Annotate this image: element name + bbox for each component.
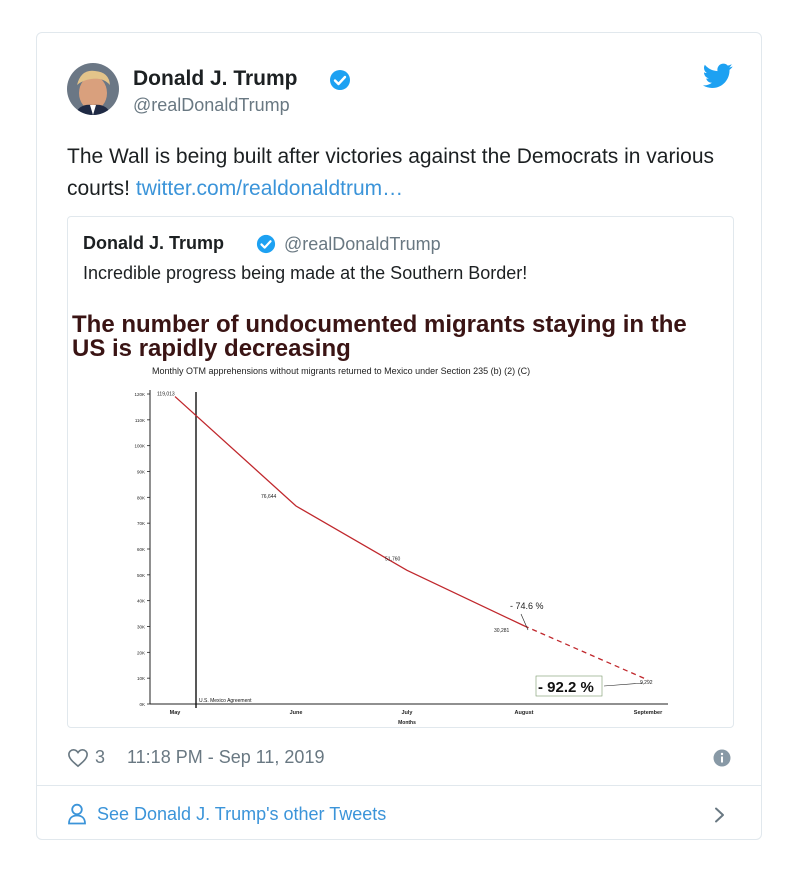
tweet-link[interactable]: twitter.com/realdonaldtrum… (135, 177, 404, 200)
y-tick-label: 120K (134, 392, 145, 397)
annotation-pct-92: - 92.2 % (538, 679, 594, 696)
quoted-author-name[interactable]: Donald J. Trump (83, 233, 225, 253)
author-name[interactable]: Donald J. Trump (133, 67, 298, 90)
annotation-pointer (603, 682, 644, 687)
quoted-author-handle[interactable]: @realDonaldTrump (284, 234, 441, 254)
x-tick-label: July (401, 710, 413, 716)
chart-title-line-1: The number of undocumented migrants stay… (72, 311, 687, 338)
x-tick-label: May (170, 710, 182, 716)
x-tick-label: June (290, 710, 303, 716)
author-handle[interactable]: @realDonaldTrump (133, 95, 290, 115)
quoted-text: Incredible progress being made at the So… (83, 263, 528, 283)
migrant-chart[interactable]: The number of undocumented migrants stay… (68, 300, 734, 728)
twitter-bird-icon[interactable] (703, 63, 733, 89)
divider (37, 785, 761, 786)
avatar[interactable] (67, 63, 119, 115)
chart-title-line-2: US is rapidly decreasing (72, 335, 351, 362)
y-tick-label: 0K (139, 702, 145, 707)
data-label: 51,760 (385, 556, 401, 562)
info-icon[interactable] (713, 749, 731, 767)
y-tick-label: 20K (137, 650, 145, 655)
chart-marks: U.S. Mexico Agreement 119,013 76,644 51,760… (157, 392, 653, 708)
tweet-card: Donald J. Trump @realDonaldTrump The Wal… (36, 32, 762, 840)
annotation-pct-74: - 74.6 % (510, 601, 544, 611)
x-tick-label: August (515, 710, 534, 716)
x-axis-label: Months (398, 720, 416, 726)
y-tick-label: 60K (137, 547, 145, 552)
data-label: 9,292 (640, 680, 653, 686)
chart-axes: 0K 10K 20K 30K 40K 50K 60K 70K 80K 90K 100K 110K 120… (134, 390, 668, 726)
chart-subtitle: Monthly OTM apprehensions without migran… (152, 366, 530, 376)
y-tick-label: 80K (137, 495, 145, 500)
series-line-projection (523, 625, 649, 681)
y-tick-label: 30K (137, 625, 145, 630)
other-tweets-label[interactable]: See Donald J. Trump's other Tweets (97, 804, 387, 824)
chevron-right-icon[interactable] (713, 807, 727, 823)
y-tick-label: 10K (137, 676, 145, 681)
y-tick-label: 90K (137, 470, 145, 475)
x-tick-label: September (634, 710, 663, 716)
data-label: 76,644 (261, 494, 277, 500)
data-label: 30,281 (494, 628, 510, 634)
like-count[interactable]: 3 (95, 747, 106, 767)
data-label: 119,013 (157, 392, 175, 398)
annotation-pointer (520, 613, 529, 631)
quoted-tweet[interactable]: Donald J. Trump @realDonaldTrump Incredi… (67, 216, 734, 728)
tweet-timestamp[interactable]: 11:18 PM - Sep 11, 2019 (127, 747, 325, 767)
y-tick-label: 40K (137, 599, 145, 604)
tweet-body: The Wall is being built after victories … (67, 145, 715, 200)
verified-badge-icon (330, 70, 350, 90)
y-tick-label: 100K (134, 444, 145, 449)
annotation-box (535, 675, 603, 697)
y-tick-label: 50K (137, 573, 145, 578)
agreement-label: U.S. Mexico Agreement (199, 698, 252, 704)
y-tick-label: 110K (135, 418, 145, 423)
person-icon (68, 803, 86, 825)
heart-icon[interactable] (67, 748, 89, 768)
series-line (174, 396, 525, 627)
y-tick-label: 70K (137, 521, 145, 526)
tweet-text: The Wall is being built after victories … (67, 141, 727, 205)
verified-badge-icon (256, 234, 276, 254)
